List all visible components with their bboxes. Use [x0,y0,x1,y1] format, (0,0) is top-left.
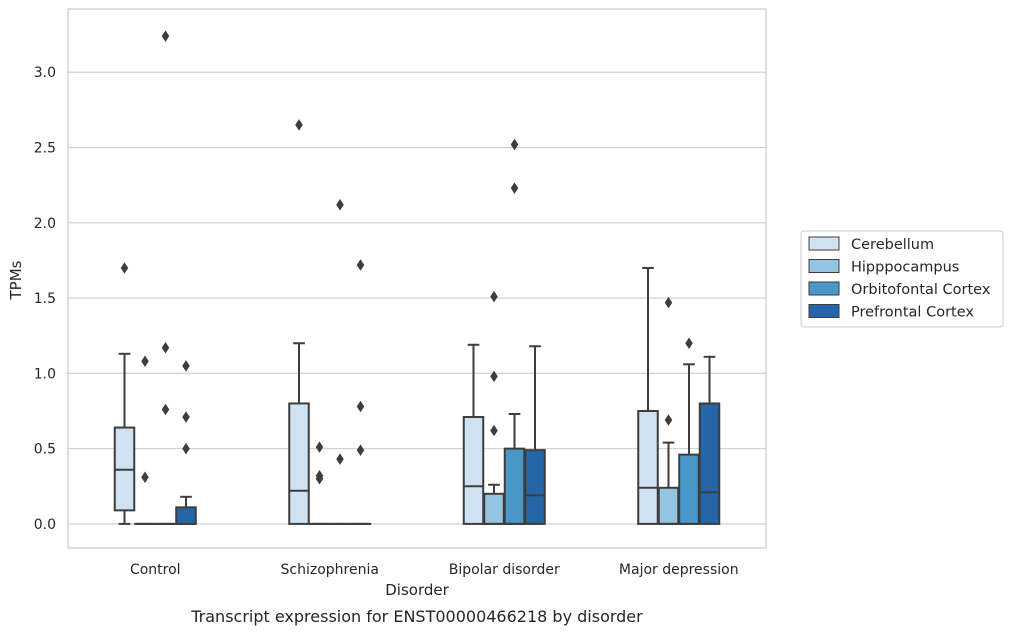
outlier-marker [356,259,365,271]
outlier-marker [182,442,190,455]
legend-frame [800,230,1004,328]
legend-label: Orbitofontal Cortex [851,282,991,298]
y-tick-label: 2.5 [34,141,56,157]
outlier-marker [141,355,149,368]
plot-area-frame [67,8,767,549]
outlier-marker [161,342,170,354]
outlier-marker [664,296,673,309]
legend: Cerebellum Hipppocampus Orbitofontal Corte… [800,230,1004,328]
x-tick-label: Bipolar disorder [449,562,560,578]
y-tick-label: 3.0 [34,65,56,81]
outlier-marker [490,424,498,437]
legend-label: Cerebellum [851,237,934,253]
outlier-marker [161,403,170,416]
box-body [637,409,659,525]
outlier-marker [490,290,498,303]
y-tick-label: 0.5 [34,442,56,458]
outlier-marker [336,453,344,465]
boxes [113,266,721,525]
box-body [503,447,526,525]
legend-label: Prefrontal Cortex [851,305,974,321]
legend-label: Hipppocampus [851,260,959,276]
outlier-marker [120,262,129,274]
box-cerebellum [113,352,136,525]
box-prefrontal-cortex [175,495,197,525]
x-tick-label: Major depression [619,562,739,578]
box-cerebellum [637,266,659,525]
box-body [698,402,721,525]
y-tick-label: 1.0 [34,366,56,382]
box-cerebellum [462,343,485,525]
box-body [678,453,700,525]
box-body [462,416,485,525]
outlier-marker [315,441,324,453]
y-tick-label: 1.5 [34,291,56,307]
outlier-marker [336,198,344,211]
outlier-marker [356,444,365,456]
box-prefrontal-cortex [698,355,721,525]
y-axis-label: TPMs [7,260,25,300]
legend-swatch [808,281,840,296]
box-prefrontal-cortex [524,345,546,525]
outlier-marker [356,400,365,413]
y-tick-label: 0.0 [34,517,56,533]
outlier-marker [685,337,693,349]
outlier-marker [664,414,673,426]
box-orbitofontal-cortex [678,363,700,525]
box-body [175,506,197,525]
outlier-marker [510,182,519,194]
y-tick-labels: 0.0 0.5 1.0 1.5 2.0 2.5 3.0 [34,65,56,533]
outlier-marker [182,360,190,372]
outlier-marker [315,469,324,482]
x-axis-label: Disorder [385,581,449,599]
x-tick-labels: Control Schizophrenia Bipolar disorder Majo… [130,562,739,578]
outliers [120,30,693,485]
box-cerebellum [288,342,310,525]
outlier-marker [490,370,498,383]
legend-swatch [808,259,840,273]
box-orbitofontal-cortex [503,413,526,525]
x-tick-label: Control [130,562,181,578]
box-body [483,492,505,525]
outlier-marker [295,119,303,131]
outlier-marker [182,411,190,423]
legend-swatch [808,236,840,251]
outlier-marker [141,471,149,483]
outlier-marker [510,138,519,151]
x-tick-label: Schizophrenia [281,562,379,578]
outlier-marker [161,30,170,42]
box-body [524,449,546,525]
y-tick-label: 2.0 [34,216,56,232]
box-body [657,486,680,525]
box-body [288,402,310,525]
chart-title: Transcript expression for ENST0000046621… [190,607,643,626]
legend-swatch [808,304,840,318]
